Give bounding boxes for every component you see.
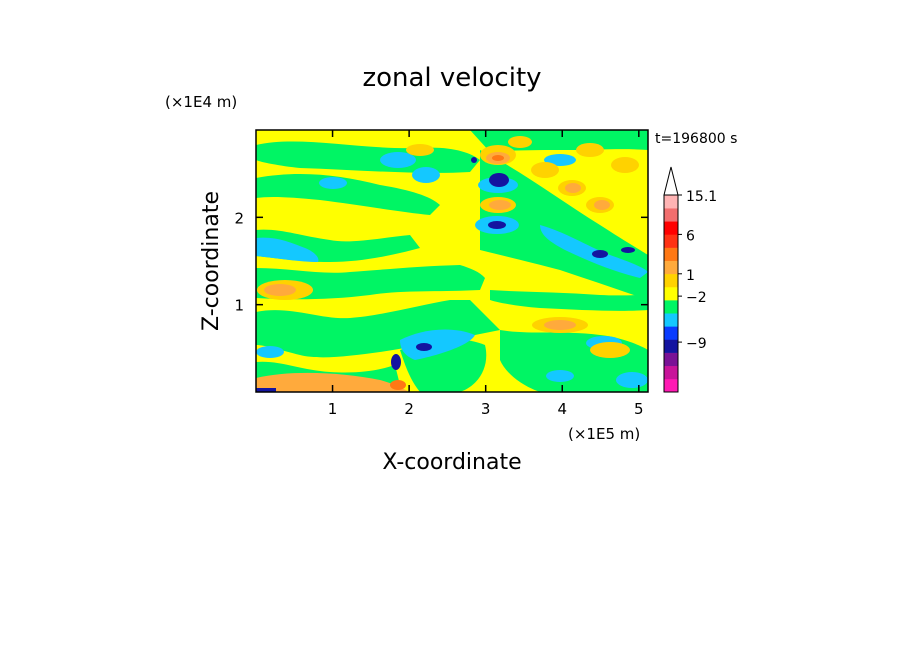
y-unit-label: (×1E4 m)	[165, 93, 237, 111]
x-unit-label: (×1E5 m)	[568, 425, 640, 443]
time-label: t=196800 s	[655, 131, 737, 147]
colorbar-swatch	[664, 365, 678, 380]
blue-cores	[256, 157, 635, 392]
colorbar-swatch	[664, 195, 678, 209]
x-axis-title: X-coordinate	[382, 450, 521, 475]
colorbar-tick-label: 15.1	[686, 189, 717, 205]
x-tick-label: 4	[557, 400, 567, 418]
red-regions	[390, 155, 504, 390]
colorbar-swatch	[664, 300, 678, 314]
colorbar-swatch	[664, 378, 678, 393]
y-axis-title: Z-coordinate	[199, 191, 224, 331]
x-tick-label: 2	[404, 400, 414, 418]
colorbar-swatch	[664, 208, 678, 222]
colorbar-swatch	[664, 313, 678, 327]
colorbar-swatch	[664, 247, 678, 261]
colorbar-swatch	[664, 260, 678, 275]
x-tick-label: 5	[634, 400, 644, 418]
y-axis-ticks: 12	[234, 209, 648, 315]
chart-title: zonal velocity	[362, 63, 541, 93]
plot-frame	[255, 129, 649, 393]
colorbar-swatch	[664, 286, 678, 301]
colorbar-tick-label: 6	[686, 228, 695, 244]
deep-orange-regions	[256, 152, 610, 392]
y-tick-label: 2	[234, 209, 244, 227]
colorbar: 15.1 6 1 −2 −9	[663, 166, 717, 393]
x-tick-label: 1	[328, 400, 338, 418]
colorbar-swatch	[664, 221, 678, 235]
colorbar-extend-arrow	[663, 166, 679, 196]
colorbar-tick-label: −2	[686, 290, 707, 306]
colorbar-tick-label: 1	[686, 268, 695, 284]
colorbar-frame	[663, 194, 679, 393]
colorbar-swatch	[664, 326, 678, 340]
colorbar-swatch	[664, 352, 678, 367]
colorbar-swatch	[664, 339, 678, 353]
contour-field	[256, 130, 648, 392]
colorbar-swatch	[664, 234, 678, 248]
colorbar-swatch	[664, 273, 678, 288]
colorbar-tick-label: −9	[686, 336, 707, 352]
x-axis-ticks: 1 2 3 4 5	[328, 130, 644, 418]
x-tick-label: 3	[481, 400, 491, 418]
y-tick-label: 1	[234, 297, 244, 315]
